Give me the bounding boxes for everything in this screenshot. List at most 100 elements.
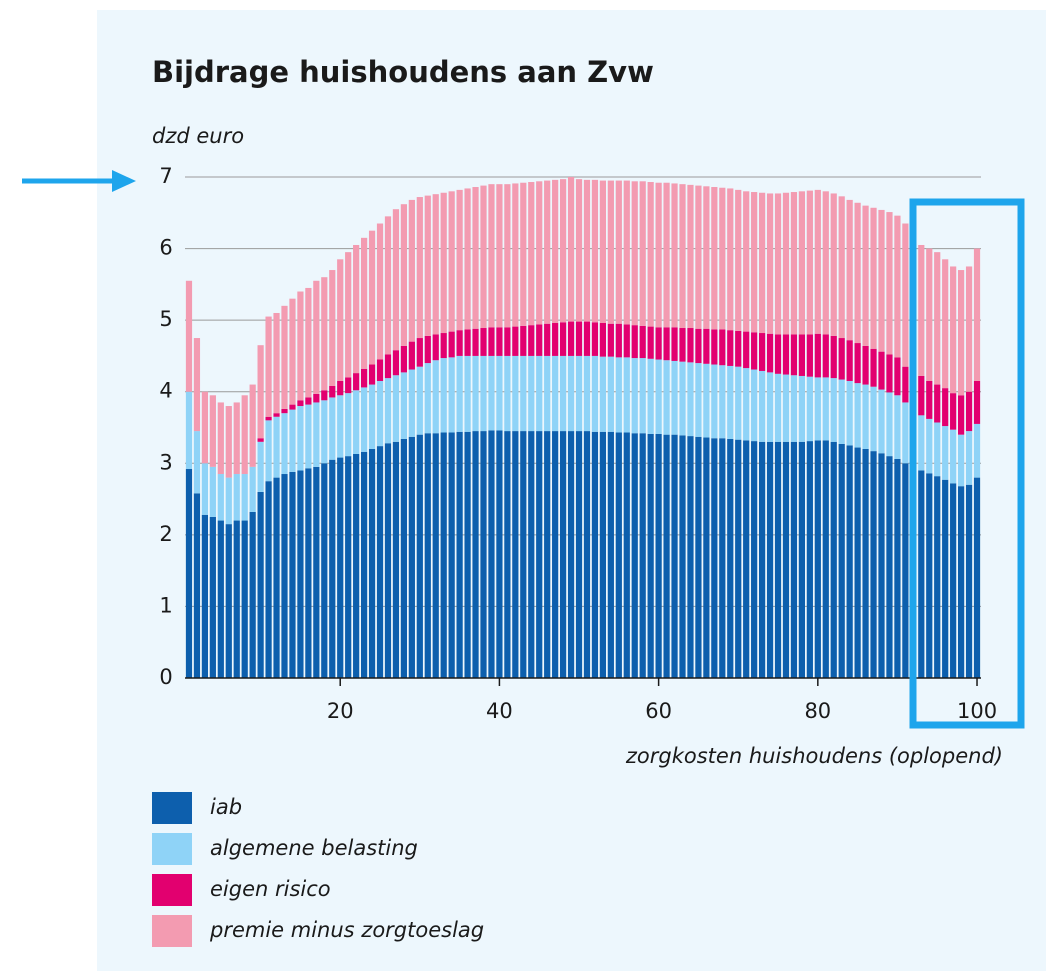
bar-segment bbox=[671, 327, 678, 361]
bar-segment bbox=[631, 433, 638, 678]
bar-segment bbox=[902, 366, 909, 403]
bar-segment bbox=[870, 451, 877, 678]
bar-segment bbox=[711, 364, 718, 439]
bar-segment bbox=[392, 350, 400, 376]
y-tick-label: 7 bbox=[159, 164, 172, 188]
bar-segment bbox=[185, 469, 193, 678]
bar-segment bbox=[504, 431, 511, 678]
bar-segment bbox=[559, 322, 567, 356]
bar-segment bbox=[400, 438, 408, 678]
bar-segment bbox=[552, 179, 559, 324]
bar-segment bbox=[289, 471, 296, 678]
bar-segment bbox=[647, 358, 654, 434]
bar-segment bbox=[273, 413, 280, 417]
bar-segment bbox=[567, 177, 575, 322]
bar-segment bbox=[353, 244, 360, 374]
bar-segment bbox=[305, 397, 312, 405]
y-tick-label: 1 bbox=[159, 593, 172, 617]
bar-segment bbox=[464, 431, 471, 678]
bar-segment bbox=[687, 362, 694, 437]
bar-segment bbox=[257, 438, 264, 442]
bar-segment bbox=[575, 321, 583, 356]
bar-segment bbox=[257, 491, 264, 678]
bar-segment bbox=[703, 328, 710, 364]
legend-label: algemene belasting bbox=[210, 836, 418, 860]
bar-segment bbox=[528, 325, 535, 356]
bar-segment bbox=[830, 441, 837, 678]
bar-segment bbox=[751, 332, 758, 370]
bar-segment bbox=[424, 433, 431, 678]
bar-segment bbox=[663, 182, 670, 328]
bar-segment bbox=[552, 355, 559, 432]
bar-segment bbox=[265, 316, 272, 417]
bar-segment bbox=[965, 431, 973, 485]
bar-segment bbox=[392, 441, 400, 678]
bar-segment bbox=[607, 431, 614, 678]
bar-segment bbox=[957, 395, 965, 435]
bar-segment bbox=[544, 323, 551, 356]
bar-segment bbox=[743, 440, 750, 678]
bar-segment bbox=[774, 334, 782, 374]
bar-segment bbox=[345, 456, 352, 678]
bar-segment bbox=[575, 355, 583, 432]
bar-segment bbox=[806, 376, 813, 442]
bar-segment bbox=[305, 468, 312, 678]
bar-segment bbox=[894, 357, 901, 396]
bar-segment bbox=[599, 323, 607, 357]
bar-segment bbox=[281, 305, 288, 409]
bar-segment bbox=[416, 366, 423, 435]
bar-segment bbox=[360, 368, 368, 388]
bar-segment bbox=[719, 329, 726, 366]
legend: iab algemene belasting eigen risico premie … bbox=[152, 792, 484, 947]
bar-segment bbox=[281, 413, 288, 475]
bar-segment bbox=[273, 416, 280, 478]
bar-segment bbox=[225, 524, 232, 678]
bar-segment bbox=[615, 180, 622, 324]
bar-segment bbox=[297, 291, 304, 401]
bar-segment bbox=[591, 179, 599, 323]
bar-segment bbox=[735, 366, 742, 440]
bar-segment bbox=[496, 184, 503, 328]
bar-segment bbox=[695, 436, 702, 678]
bar-segment bbox=[942, 479, 949, 678]
bar-segment bbox=[528, 431, 535, 678]
bar-segment bbox=[631, 358, 638, 434]
bar-segment bbox=[329, 397, 336, 460]
bar-segment bbox=[464, 329, 471, 356]
bar-segment bbox=[536, 355, 543, 432]
bar-segment bbox=[432, 194, 439, 335]
bar-segment bbox=[480, 185, 487, 329]
bar-segment bbox=[655, 433, 662, 678]
bar-segment bbox=[782, 334, 790, 375]
bar-segment bbox=[973, 248, 981, 381]
bar-segment bbox=[647, 182, 654, 327]
y-tick-label: 5 bbox=[159, 307, 172, 331]
bar-segment bbox=[528, 182, 535, 326]
bar-segment bbox=[942, 388, 949, 427]
bar-segment bbox=[353, 390, 360, 454]
bar-segment bbox=[758, 370, 766, 442]
bar-segment bbox=[902, 223, 909, 367]
bar-segment bbox=[512, 183, 519, 327]
bar-segment bbox=[814, 377, 821, 441]
bar-segment bbox=[846, 340, 853, 381]
legend-swatch bbox=[152, 833, 192, 865]
bar-segment bbox=[957, 270, 965, 396]
bar-segment bbox=[743, 331, 750, 369]
bar-segment bbox=[321, 390, 328, 401]
y-tick-label: 6 bbox=[159, 236, 172, 260]
bar-segment bbox=[631, 181, 638, 326]
bar-segment bbox=[376, 223, 384, 360]
bar-segment bbox=[934, 384, 941, 423]
bar-segment bbox=[615, 432, 622, 678]
bar-segment bbox=[623, 180, 630, 325]
bar-segment bbox=[225, 406, 232, 478]
bar-segment bbox=[583, 355, 591, 432]
bar-segment bbox=[559, 355, 567, 432]
chart-title: Bijdrage huishoudens aan Zvw bbox=[152, 55, 654, 89]
bar-segment bbox=[687, 328, 694, 363]
bar-segment bbox=[544, 355, 551, 432]
bar-segment bbox=[886, 354, 893, 393]
bar-segment bbox=[774, 441, 782, 678]
bar-segment bbox=[822, 191, 829, 335]
